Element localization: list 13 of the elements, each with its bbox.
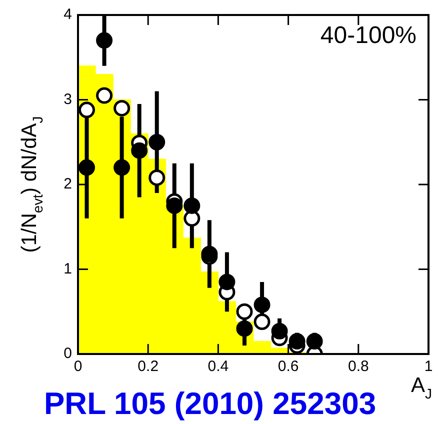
y-tick-label: 4 <box>64 6 72 24</box>
annotation: 40-100% <box>320 22 417 49</box>
y-tick-label: 2 <box>64 176 72 193</box>
y-tick-label: 3 <box>64 90 72 108</box>
x-tick-label: 0.2 <box>138 358 159 376</box>
x-tick-label: 1 <box>424 358 433 376</box>
y-tick-label: 1 <box>64 260 72 278</box>
x-tick-label: 0.8 <box>348 358 369 376</box>
x-tick-label: 0.6 <box>278 358 299 376</box>
y-axis-title: (1/Nevt) dN/dAJ <box>18 116 46 253</box>
text: PRL 105 (2010) 252303 <box>44 386 376 421</box>
y-tick-label: 0 <box>64 345 72 362</box>
x-tick-label: 0.4 <box>208 358 229 376</box>
